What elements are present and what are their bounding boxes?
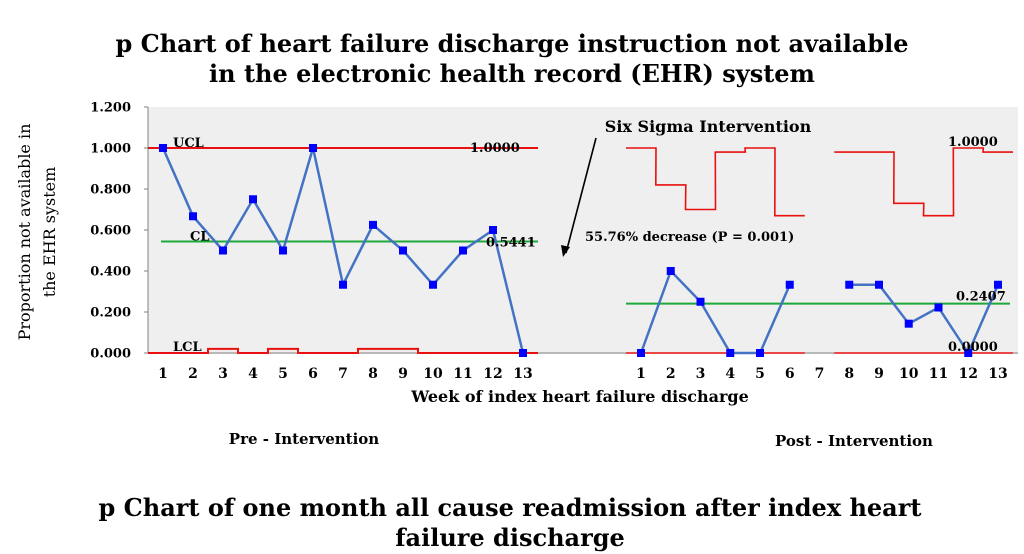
x-tick-label-post: 4 <box>725 366 735 382</box>
intervention-annotation: Six Sigma Intervention <box>605 117 812 136</box>
post-lcl-value: 0.0000 <box>948 340 998 355</box>
pre-series-point <box>339 280 347 289</box>
x-tick-label-post: 7 <box>815 366 825 382</box>
second-title-line2: failure discharge <box>395 523 625 552</box>
x-tick-label-post: 13 <box>988 366 1007 382</box>
post-series-line <box>639 268 1000 356</box>
x-tick-label-post: 2 <box>666 366 676 382</box>
post-series-point <box>756 349 764 357</box>
pre-series-point <box>519 349 527 357</box>
lcl-tag: LCL <box>173 340 202 355</box>
y-tick-label: 0.400 <box>90 265 131 280</box>
control-limits <box>148 147 1013 354</box>
x-tick-label-pre: 5 <box>278 366 288 382</box>
post-series-point <box>696 297 705 306</box>
post-series-point <box>994 280 1002 289</box>
post-cl-value: 0.2407 <box>956 290 1006 305</box>
x-tick-label-post: 1 <box>636 366 646 382</box>
y-axis-title-line2: the EHR system <box>40 167 59 298</box>
x-tick-label-pre: 4 <box>248 366 258 382</box>
y-tick-label: 0.600 <box>90 224 131 239</box>
data-series <box>159 144 1002 357</box>
x-tick-label-pre: 7 <box>338 366 348 382</box>
post-series-point <box>904 319 913 328</box>
post-series-point <box>934 303 943 312</box>
pre-series-point <box>309 144 317 152</box>
post-series-point <box>875 280 883 289</box>
plot-area <box>148 107 1018 354</box>
y-axis: 0.000 0.200 0.400 0.600 0.800 1.000 1.200 <box>90 101 149 362</box>
pre-series-point <box>369 220 377 229</box>
chart-title-line1: p Chart of heart failure discharge instr… <box>115 29 908 58</box>
x-tick-label-pre: 8 <box>368 366 378 382</box>
pre-series-point <box>399 246 407 255</box>
pre-series-point <box>279 246 287 255</box>
x-tick-label-pre: 2 <box>188 366 198 382</box>
pre-cl-value: 0.5441 <box>486 235 536 250</box>
y-tick-label: 0.000 <box>90 347 131 362</box>
y-tick-label: 1.200 <box>90 101 131 116</box>
post-series-point <box>785 280 794 289</box>
x-tick-label-post: 9 <box>874 366 884 382</box>
pre-ucl-value: 1.0000 <box>470 141 520 156</box>
pre-series-point <box>249 195 257 204</box>
x-tick-label-pre: 3 <box>218 366 228 382</box>
post-intervention-label: Post - Intervention <box>775 432 933 450</box>
x-tick-label-pre: 13 <box>513 366 532 382</box>
x-tick-label-pre: 11 <box>453 366 472 382</box>
chart-title-line2: in the electronic health record (EHR) sy… <box>209 59 815 88</box>
x-tick-label-pre: 10 <box>423 366 443 382</box>
intervention-arrow <box>565 137 597 254</box>
x-tick-label-post: 10 <box>899 366 919 382</box>
x-tick-label-post: 3 <box>696 366 706 382</box>
x-tick-label-pre: 9 <box>398 366 408 382</box>
x-tick-label-post: 12 <box>959 366 978 382</box>
x-tick-label-pre: 12 <box>483 366 502 382</box>
cl-tag: CL <box>190 229 210 244</box>
x-tick-label-post: 6 <box>785 366 795 382</box>
pre-series-point <box>159 144 167 152</box>
y-tick-label: 0.800 <box>90 183 131 198</box>
x-tick-label-pre: 6 <box>308 366 318 382</box>
decrease-annotation: 55.76% decrease (P = 0.001) <box>585 230 794 245</box>
pre-lcl-line <box>148 347 538 354</box>
post-series-point <box>637 349 645 357</box>
y-tick-label: 0.200 <box>90 306 131 321</box>
pre-series-point <box>189 212 197 221</box>
x-tick-label-post: 8 <box>844 366 854 382</box>
pre-intervention-label: Pre - Intervention <box>229 430 379 448</box>
x-axis: 1 2 3 4 5 6 7 8 9 10 11 12 13 1 2 3 4 5 6 7 8 9 10 11 12 13 <box>148 352 1018 382</box>
post-ucl-value: 1.0000 <box>948 135 998 150</box>
x-tick-label-post: 5 <box>755 366 765 382</box>
pre-series-point <box>459 246 467 255</box>
ucl-tag: UCL <box>173 136 204 151</box>
post-series-point <box>845 280 854 289</box>
y-tick-label: 1.000 <box>90 142 131 157</box>
arrow-head-icon <box>561 245 570 257</box>
x-tick-label-pre: 1 <box>158 366 168 382</box>
second-title-line1: p Chart of one month all cause readmissi… <box>99 493 922 522</box>
x-axis-title: Week of index heart failure discharge <box>410 387 749 406</box>
post-series-point <box>964 349 973 357</box>
post-series-point <box>666 267 675 275</box>
pre-series-point <box>489 226 497 234</box>
post-ucl-line <box>626 147 1013 217</box>
pre-series-point <box>429 280 437 289</box>
pre-series-point <box>219 246 227 255</box>
y-axis-title-line1: Proportion not available in <box>15 124 34 341</box>
x-tick-label-post: 11 <box>929 366 948 382</box>
post-series-point <box>726 349 735 357</box>
